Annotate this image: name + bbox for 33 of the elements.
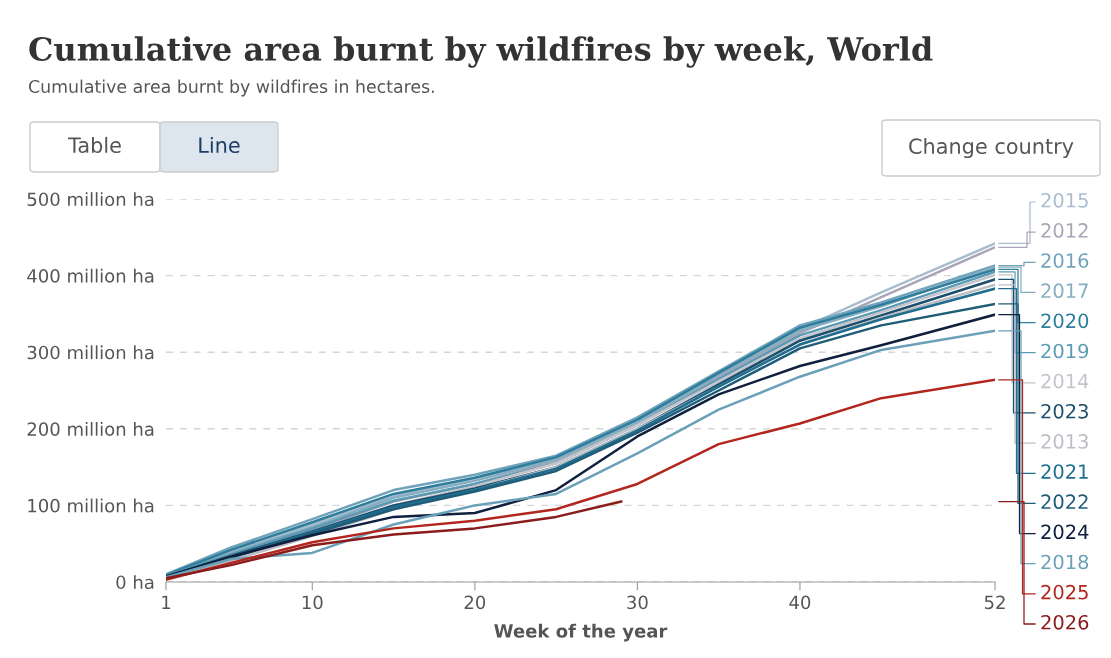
x-tick-label: 52 [984, 595, 1005, 610]
y-tick-label: 100 million ha [28, 498, 154, 513]
text: 2022 [1041, 494, 1088, 510]
text: 2013 [1041, 434, 1088, 449]
text: 2026 [1041, 614, 1089, 630]
text: 2014 [1041, 373, 1089, 389]
text: 2019 [1041, 343, 1089, 359]
text: 2015 [1041, 192, 1088, 208]
y-tick-label: 0 ha [116, 575, 154, 590]
y-tick-label: 500 million ha [27, 192, 154, 207]
y-tick-label: 200 million ha [27, 421, 154, 436]
chart-title: Cumulative area burnt by wildfires by week, World [29, 36, 933, 68]
y-tick-label: 400 million ha [27, 268, 154, 283]
text: Line [199, 136, 240, 154]
text: 2023 [1041, 403, 1088, 419]
legend-label: 2016 [1041, 253, 1089, 268]
text: 2018 [1041, 554, 1089, 570]
text: 2020 [1041, 313, 1089, 329]
x-tick-label: 30 [627, 595, 648, 610]
legend-label: 2017 [1041, 283, 1088, 299]
text: 2021 [1041, 464, 1088, 479]
text: 2025 [1041, 584, 1088, 600]
text: 2024 [1041, 524, 1089, 540]
chart-subtitle: Cumulative area burnt by wildfires in hectares. [28, 79, 434, 97]
y-tick-label: 300 million ha [27, 345, 154, 360]
x-axis-title: Week of the year [494, 623, 668, 642]
x-tick-label: 20 [464, 595, 486, 610]
x-tick-label: 1 [162, 595, 171, 609]
x-tick-label: 10 [302, 595, 323, 610]
text: Table [67, 136, 121, 154]
text: Change country [909, 137, 1074, 159]
x-tick-label: 40 [789, 595, 811, 610]
legend-label: 2012 [1041, 223, 1088, 238]
